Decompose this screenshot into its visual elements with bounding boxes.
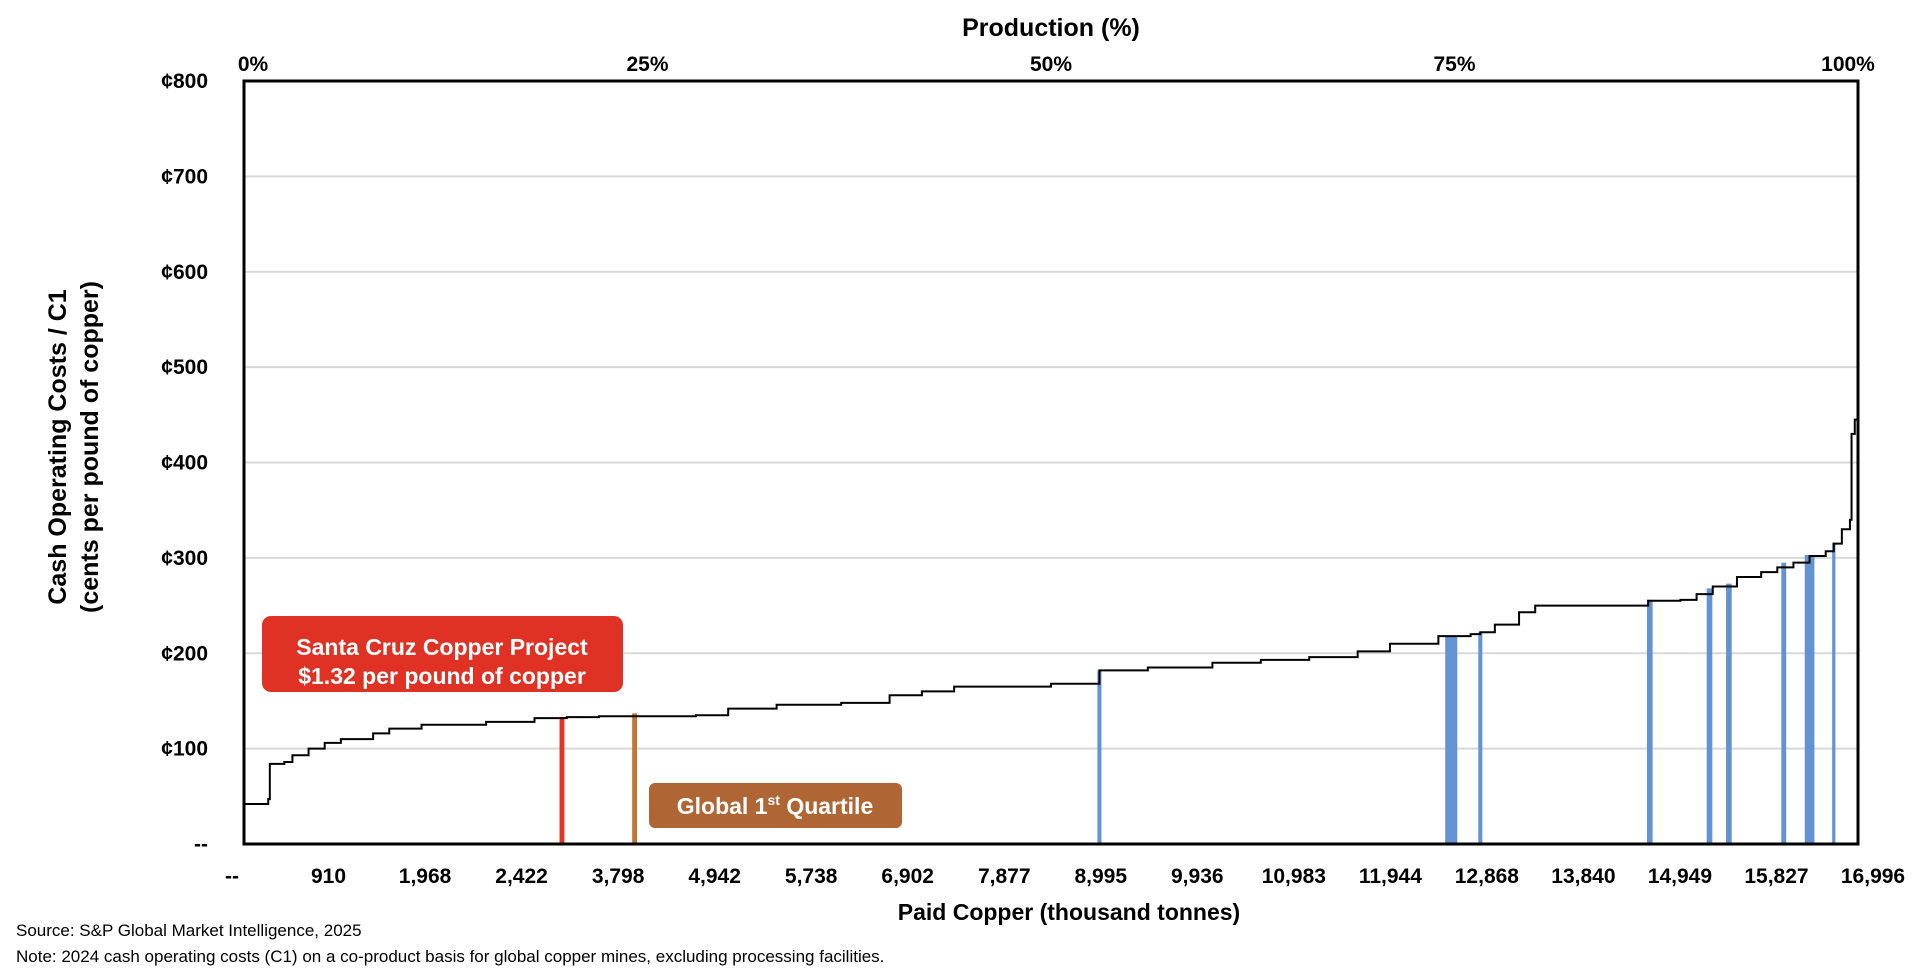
y-axis-title-line1: Cash Operating Costs / C1	[44, 289, 72, 604]
y-tick-label: --	[194, 833, 208, 856]
x-tick-label: 2,422	[495, 865, 548, 888]
cost-bar	[1445, 636, 1458, 844]
x-tick-label: 6,902	[881, 865, 934, 888]
cost-bar	[559, 717, 565, 844]
cost-bar	[1646, 599, 1653, 844]
x-tick-label: 910	[311, 865, 346, 888]
cost-curve-line	[244, 376, 1859, 805]
x-tick-label: --	[225, 865, 239, 888]
x-tick-label: 3,798	[592, 865, 645, 888]
cost-bar	[1781, 562, 1787, 844]
x-tick-label: 12,868	[1455, 865, 1520, 888]
top-axis-title: Production (%)	[962, 14, 1140, 42]
mine-bars	[559, 542, 1836, 844]
source-note: Source: S&P Global Market Intelligence, …	[16, 921, 362, 940]
cost-bar	[1804, 555, 1815, 844]
plot-frame	[242, 79, 1860, 846]
x-tick-label: 16,996	[1841, 865, 1905, 888]
y-axis-title-line2: (cents per pound of copper)	[76, 281, 104, 613]
y-tick-label: ¢600	[161, 261, 208, 284]
x-tick-label: 4,942	[688, 865, 741, 888]
quartile-label: Global 1st Quartile	[677, 792, 874, 819]
top-tick-label: 75%	[1433, 53, 1475, 76]
santa-cruz-label: Santa Cruz Copper Project	[296, 634, 588, 660]
quartile-box	[649, 783, 902, 828]
y-tick-label: ¢200	[161, 642, 208, 665]
santa-cruz-cost: $1.32 per pound of copper	[298, 663, 586, 689]
x-tick-label: 5,738	[785, 865, 838, 888]
x-tick-label: 11,944	[1359, 865, 1422, 888]
y-axis-ticks: -- ¢100 ¢200 ¢300 ¢400 ¢500 ¢600 ¢700 ¢800	[161, 70, 208, 856]
y-axis-title: Cash Operating Costs / C1 (cents per pou…	[44, 281, 104, 613]
top-axis-ticks: 0% 25% 50% 75% 100%	[238, 53, 1875, 76]
y-tick-label: ¢700	[161, 165, 208, 188]
x-tick-label: 9,936	[1171, 865, 1224, 888]
y-tick-label: ¢100	[161, 738, 208, 761]
y-tick-label: ¢300	[161, 547, 208, 570]
top-tick-label: 50%	[1030, 53, 1072, 76]
cost-bar	[1706, 588, 1713, 844]
x-tick-label: 1,968	[399, 865, 452, 888]
top-tick-label: 25%	[626, 53, 668, 76]
x-axis-title: Paid Copper (thousand tonnes)	[898, 899, 1240, 925]
y-tick-label: ¢800	[161, 70, 208, 93]
top-tick-label: 100%	[1821, 53, 1875, 76]
y-tick-label: ¢500	[161, 356, 208, 379]
cost-bar	[632, 713, 638, 844]
quartile-annotation: Global 1st Quartile	[649, 783, 902, 828]
santa-cruz-box	[262, 616, 623, 692]
x-axis-ticks: -- 910 1,968 2,422 3,798 4,942 5,738 6,902 7,877…	[225, 865, 1905, 888]
santa-cruz-annotation: Santa Cruz Copper Project $1.32 per poun…	[262, 616, 623, 692]
cost-bar	[1478, 632, 1483, 844]
y-tick-label: ¢400	[161, 452, 208, 475]
x-tick-label: 7,877	[978, 865, 1031, 888]
top-tick-label: 0%	[238, 53, 269, 76]
footnote: Note: 2024 cash operating costs (C1) on …	[16, 947, 884, 966]
x-tick-label: 8,995	[1074, 865, 1127, 888]
cost-bar	[1726, 583, 1732, 844]
x-tick-label: 10,983	[1262, 865, 1326, 888]
x-tick-label: 15,827	[1744, 865, 1808, 888]
cost-bar	[1097, 670, 1102, 844]
x-tick-label: 14,949	[1648, 865, 1712, 888]
cost-bar	[1832, 542, 1836, 844]
x-tick-label: 13,840	[1551, 865, 1615, 888]
